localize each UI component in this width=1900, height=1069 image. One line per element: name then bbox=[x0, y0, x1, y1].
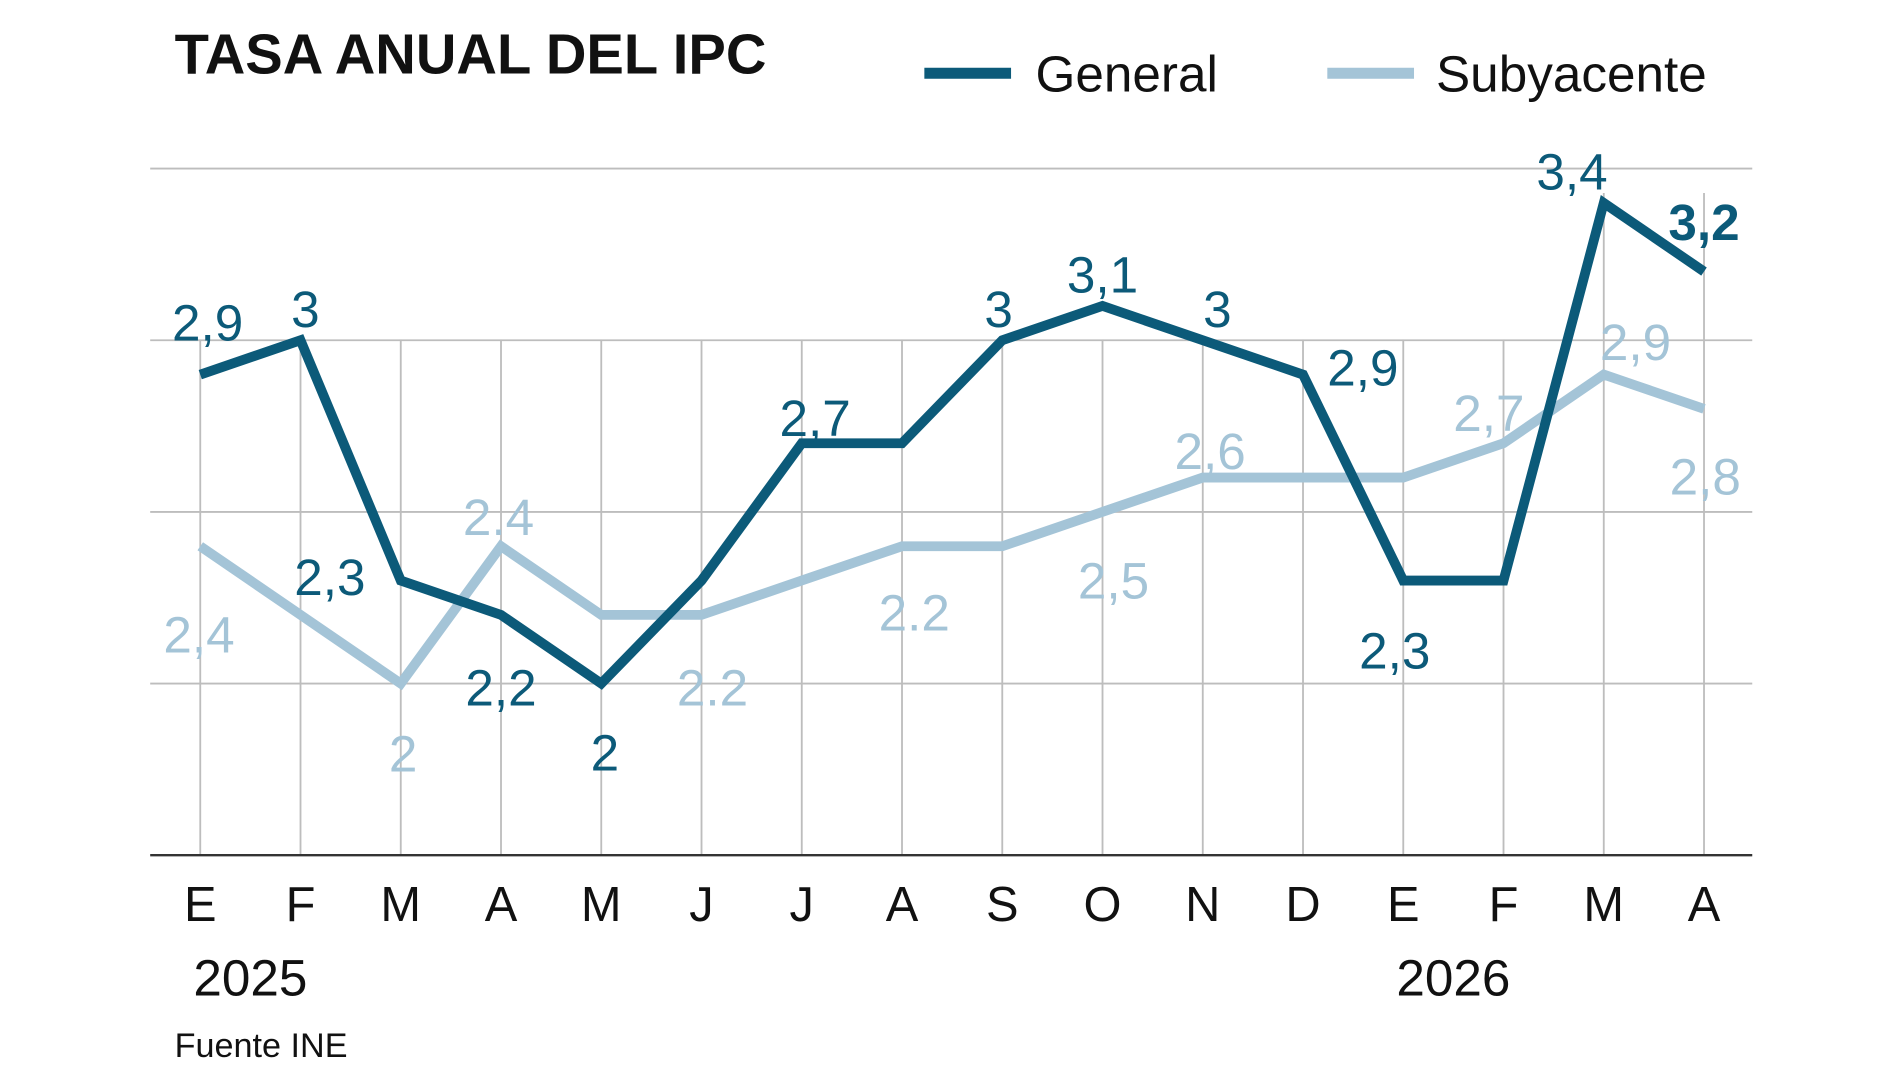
data-label-general: 2,2 bbox=[465, 659, 536, 716]
year-label: 2025 bbox=[193, 950, 307, 1007]
data-label-general: 2,9 bbox=[172, 294, 243, 351]
source-note: Fuente INE bbox=[175, 1027, 348, 1065]
data-label-general: 3 bbox=[1203, 281, 1232, 338]
legend: General Subyacente bbox=[924, 46, 1707, 103]
data-label-general: 2,9 bbox=[1327, 340, 1398, 397]
x-tick-label: M bbox=[581, 878, 622, 932]
data-label-subyacente: 2.2 bbox=[677, 659, 748, 716]
x-tick-label: E bbox=[1387, 878, 1420, 932]
x-tick-label: N bbox=[1185, 878, 1220, 932]
data-label-subyacente: 2 bbox=[389, 726, 418, 783]
data-label-subyacente: 2,7 bbox=[1453, 385, 1524, 442]
data-label-general: 2,3 bbox=[1359, 623, 1430, 680]
x-tick-label: A bbox=[886, 878, 919, 932]
data-label-general: 3 bbox=[984, 281, 1013, 338]
x-tick-label: J bbox=[689, 878, 713, 932]
data-label-subyacente: 2,8 bbox=[1670, 448, 1741, 505]
data-label-subyacente: 2,9 bbox=[1600, 314, 1671, 371]
x-tick-label: F bbox=[1489, 878, 1519, 932]
data-label-subyacente: 2,5 bbox=[1078, 553, 1149, 610]
x-tick-label: M bbox=[380, 878, 421, 932]
grid bbox=[150, 167, 1753, 857]
year-label: 2026 bbox=[1396, 950, 1510, 1007]
x-tick-label: A bbox=[1688, 878, 1721, 932]
x-axis: E F M A M J J A S O N D E F M A 2025 2026 bbox=[184, 878, 1721, 1007]
series-line-subyacente bbox=[197, 369, 1706, 691]
data-label-general: 3,1 bbox=[1067, 246, 1138, 303]
data-labels: 2,9 3 2,3 2,2 2 2,7 3 3,1 3 2,9 2,3 3,4 3,2 2,4 2 2.4 2.… bbox=[163, 143, 1740, 782]
data-label-subyacente: 2.2 bbox=[879, 585, 950, 642]
x-tick-label: F bbox=[286, 878, 316, 932]
x-tick-label: J bbox=[790, 878, 814, 932]
series-line-general bbox=[198, 194, 1707, 690]
chart-title: TASA ANUAL DEL IPC bbox=[175, 22, 767, 85]
x-tick-label: D bbox=[1285, 878, 1320, 932]
x-tick-label: E bbox=[184, 878, 217, 932]
data-label-general: 3,2 bbox=[1668, 194, 1739, 251]
series-lines bbox=[197, 194, 1707, 691]
x-tick-label: A bbox=[485, 878, 518, 932]
data-label-subyacente: 2,6 bbox=[1174, 423, 1245, 480]
x-tick-label: S bbox=[986, 878, 1019, 932]
data-label-general: 3,4 bbox=[1536, 143, 1607, 200]
data-label-general: 3 bbox=[291, 281, 320, 338]
data-label-general: 2,7 bbox=[780, 390, 851, 447]
x-tick-label: O bbox=[1084, 878, 1122, 932]
data-label-subyacente: 2.4 bbox=[463, 489, 534, 546]
legend-subyacente-label: Subyacente bbox=[1436, 46, 1707, 103]
data-label-subyacente: 2,4 bbox=[163, 607, 234, 664]
x-tick-label: M bbox=[1583, 878, 1624, 932]
legend-general-label: General bbox=[1035, 46, 1217, 103]
data-label-general: 2,3 bbox=[294, 549, 365, 606]
data-label-general: 2 bbox=[591, 724, 620, 781]
